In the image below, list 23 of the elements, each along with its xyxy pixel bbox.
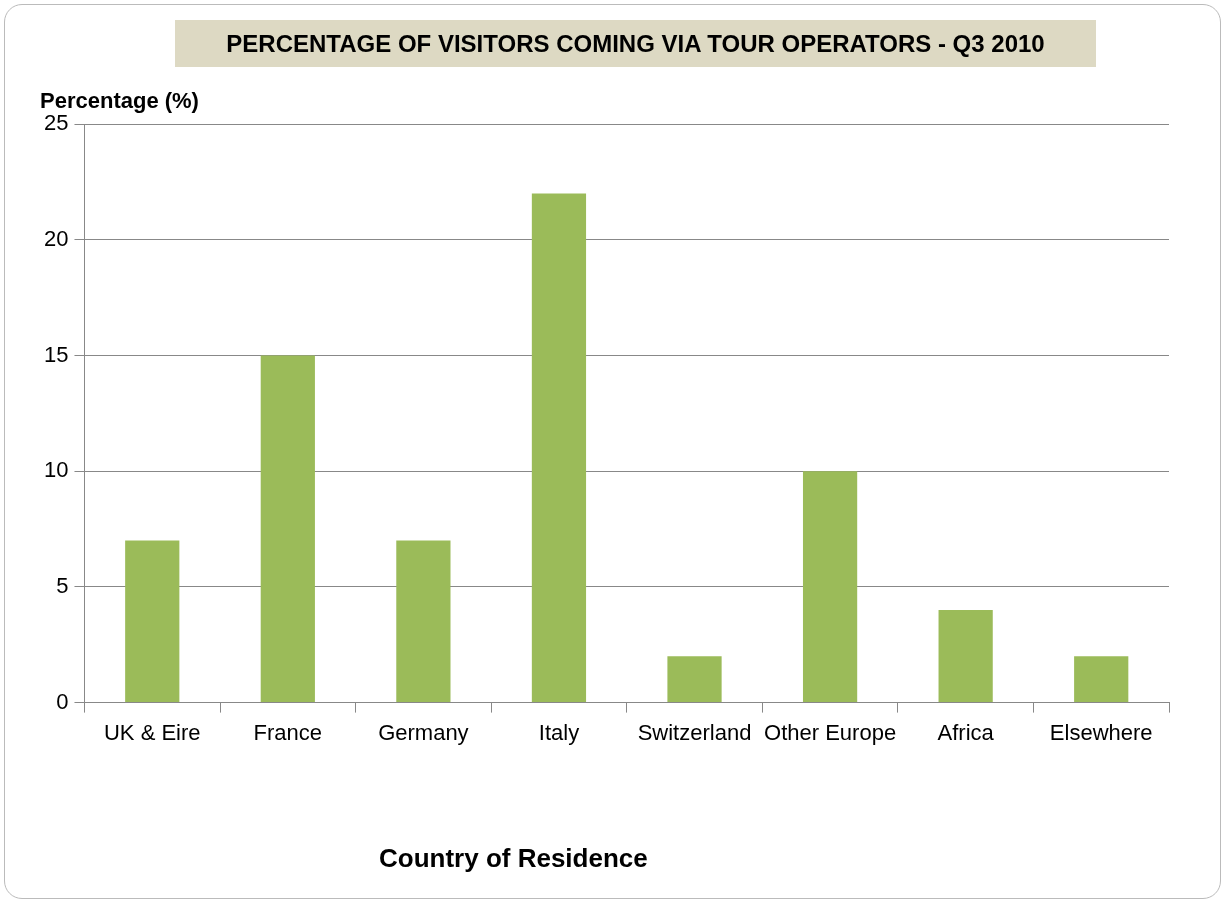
bar bbox=[1074, 656, 1129, 703]
x-tick-label: Other Europe bbox=[764, 719, 897, 745]
x-tick-label: Germany bbox=[378, 719, 469, 745]
bar bbox=[667, 656, 722, 703]
chart-title: PERCENTAGE OF VISITORS COMING VIA TOUR OPERATORS - Q3 2010 bbox=[175, 20, 1096, 67]
bar bbox=[260, 355, 315, 703]
y-tick-label: 0 bbox=[56, 688, 69, 714]
y-tick-label: 20 bbox=[43, 225, 69, 251]
x-tick-label: Switzerland bbox=[637, 719, 752, 745]
x-tick-label: UK & Eire bbox=[103, 719, 201, 745]
bar bbox=[802, 471, 858, 703]
bar bbox=[938, 610, 993, 703]
y-tick-label: 5 bbox=[56, 572, 69, 598]
x-tick-label: France bbox=[253, 719, 323, 745]
x-tick-label: Italy bbox=[538, 719, 580, 745]
bar bbox=[531, 193, 587, 703]
y-tick-label: 15 bbox=[43, 341, 69, 367]
y-tick-label: 10 bbox=[43, 457, 69, 483]
x-tick-label: Africa bbox=[937, 719, 995, 745]
bar bbox=[125, 540, 180, 703]
x-tick-label: Elsewhere bbox=[1049, 719, 1153, 745]
bar bbox=[396, 540, 451, 703]
x-axis-title: Country of Residence bbox=[379, 843, 648, 874]
